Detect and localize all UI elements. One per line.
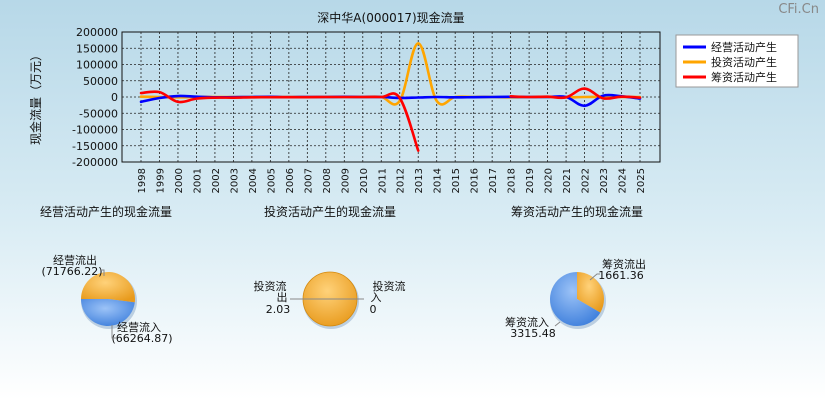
pie-slice-value: 2.03 [266, 303, 291, 316]
pie-slice [549, 272, 601, 326]
x-tick-label: 2019 [525, 168, 536, 193]
x-tick-label: 1999 [155, 168, 166, 193]
y-tick-label: 50000 [83, 75, 118, 88]
series-line-financing [509, 87, 642, 100]
x-tick-label: 2003 [229, 168, 240, 193]
y-tick-label: -50000 [79, 107, 118, 120]
y-tick-label: 150000 [76, 42, 118, 55]
line-chart: 深中华A(000017)现金流量 200000 150000 100000 50000 0… [28, 10, 661, 193]
x-tick-label: 2010 [359, 168, 370, 193]
y-tick-label: -100000 [72, 124, 118, 137]
chart-title: 深中华A(000017)现金流量 [317, 10, 464, 25]
x-tick-label: 2002 [211, 168, 222, 193]
pie-slice-label: 入 [371, 291, 382, 304]
x-tick-label: 2025 [636, 168, 647, 193]
y-tick-label: -150000 [72, 140, 118, 153]
x-tick-label: 2023 [599, 168, 610, 193]
x-tick-label: 2009 [340, 168, 351, 193]
y-tick-label: 200000 [76, 26, 118, 39]
legend-label: 筹资活动产生 [711, 70, 777, 84]
y-tick-label: -200000 [72, 156, 118, 169]
x-tick-label: 1998 [137, 168, 148, 193]
x-tick-label: 2008 [322, 168, 333, 193]
x-tick-label: 2021 [562, 168, 573, 193]
pie-slice-value: 0 [370, 303, 377, 316]
x-tick-label: 2016 [470, 168, 481, 193]
pie-slice-label: 经营流入 [117, 320, 161, 334]
pie-slice [81, 299, 135, 326]
pie-slice-label: 投资流 [373, 279, 406, 293]
pie-slice-value: 3315.48 [510, 327, 556, 340]
pie-title: 经营活动产生的现金流量 [40, 204, 172, 219]
pie-slice-label: 出 [277, 290, 288, 304]
x-tick-label: 2011 [377, 168, 388, 193]
x-tick-label: 2024 [618, 168, 629, 193]
legend-label: 投资活动产生 [711, 55, 777, 69]
pie-slice-label: 筹资流出 [602, 257, 646, 271]
y-tick-label: 0 [111, 91, 118, 104]
x-tick-label: 2015 [451, 168, 462, 193]
y-tick-label: 100000 [76, 59, 118, 72]
x-tick-label: 2018 [507, 168, 518, 193]
pie-leader-line [554, 321, 561, 327]
y-axis-label: 现金流量（万元） [28, 49, 43, 145]
x-tick-label: 2017 [488, 168, 499, 193]
watermark: CFi.Cn [778, 2, 819, 17]
pie-leader-line [589, 273, 600, 281]
x-tick-label: 2014 [433, 168, 444, 193]
pie-slice [577, 272, 604, 313]
pie-title: 投资活动产生的现金流量 [264, 204, 396, 219]
pie-slice-value: (71766.22) [41, 265, 102, 278]
pie-slice-label: 筹资流入 [505, 315, 549, 329]
pie-slice-label: 投资流 [254, 279, 287, 293]
x-tick-label: 2004 [248, 168, 259, 193]
x-tick-label: 2001 [192, 168, 203, 193]
pie-slice-value: 1661.36 [598, 269, 644, 282]
pie-slice [81, 271, 135, 303]
x-tick-label: 2012 [396, 168, 407, 193]
legend-label: 经营活动产生 [711, 40, 777, 54]
pie-leader-line [111, 325, 116, 339]
pie-slice-label: 经营流出 [53, 253, 97, 267]
x-tick-label: 2000 [174, 168, 185, 193]
x-tick-label: 2007 [303, 168, 314, 193]
series-line-financing [139, 90, 420, 152]
x-tick-label: 2006 [285, 168, 296, 193]
pie-leader-line [100, 269, 105, 276]
x-tick-label: 2005 [266, 168, 277, 193]
x-tick-label: 2013 [414, 168, 425, 193]
pie-title: 筹资活动产生的现金流量 [511, 204, 643, 219]
pie-slice-value: (66264.87) [111, 332, 172, 345]
x-tick-label: 2022 [581, 168, 592, 193]
x-tick-label: 2020 [544, 168, 555, 193]
